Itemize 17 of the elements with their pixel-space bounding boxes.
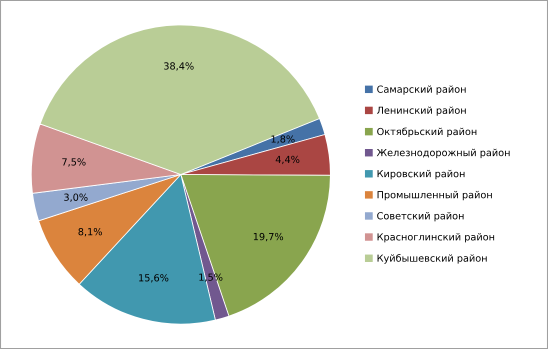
legend-label: Ленинский район bbox=[377, 106, 466, 116]
legend-label: Куйбышевский район bbox=[378, 254, 487, 264]
legend-label: Красноглинский район bbox=[378, 233, 494, 242]
legend-label: Советский район bbox=[377, 212, 464, 222]
legend-label: Октябрьский район bbox=[377, 127, 476, 138]
data-label: 3,0% bbox=[64, 194, 88, 202]
legend-label: Кировский район bbox=[378, 170, 464, 180]
data-label: 15,6% bbox=[139, 274, 168, 282]
data-label: 4,4% bbox=[276, 156, 300, 164]
data-label: 1,8% bbox=[272, 135, 295, 144]
legend-label: Промышленный район bbox=[378, 190, 492, 200]
data-label: 19,7% bbox=[254, 232, 284, 242]
data-label: 38,4% bbox=[164, 62, 194, 71]
data-label: 7,5% bbox=[62, 158, 86, 167]
legend-label: Железнодорожный район bbox=[376, 148, 510, 158]
data-label: 8,1% bbox=[78, 228, 102, 236]
legend-label: Самарский район bbox=[377, 85, 466, 95]
